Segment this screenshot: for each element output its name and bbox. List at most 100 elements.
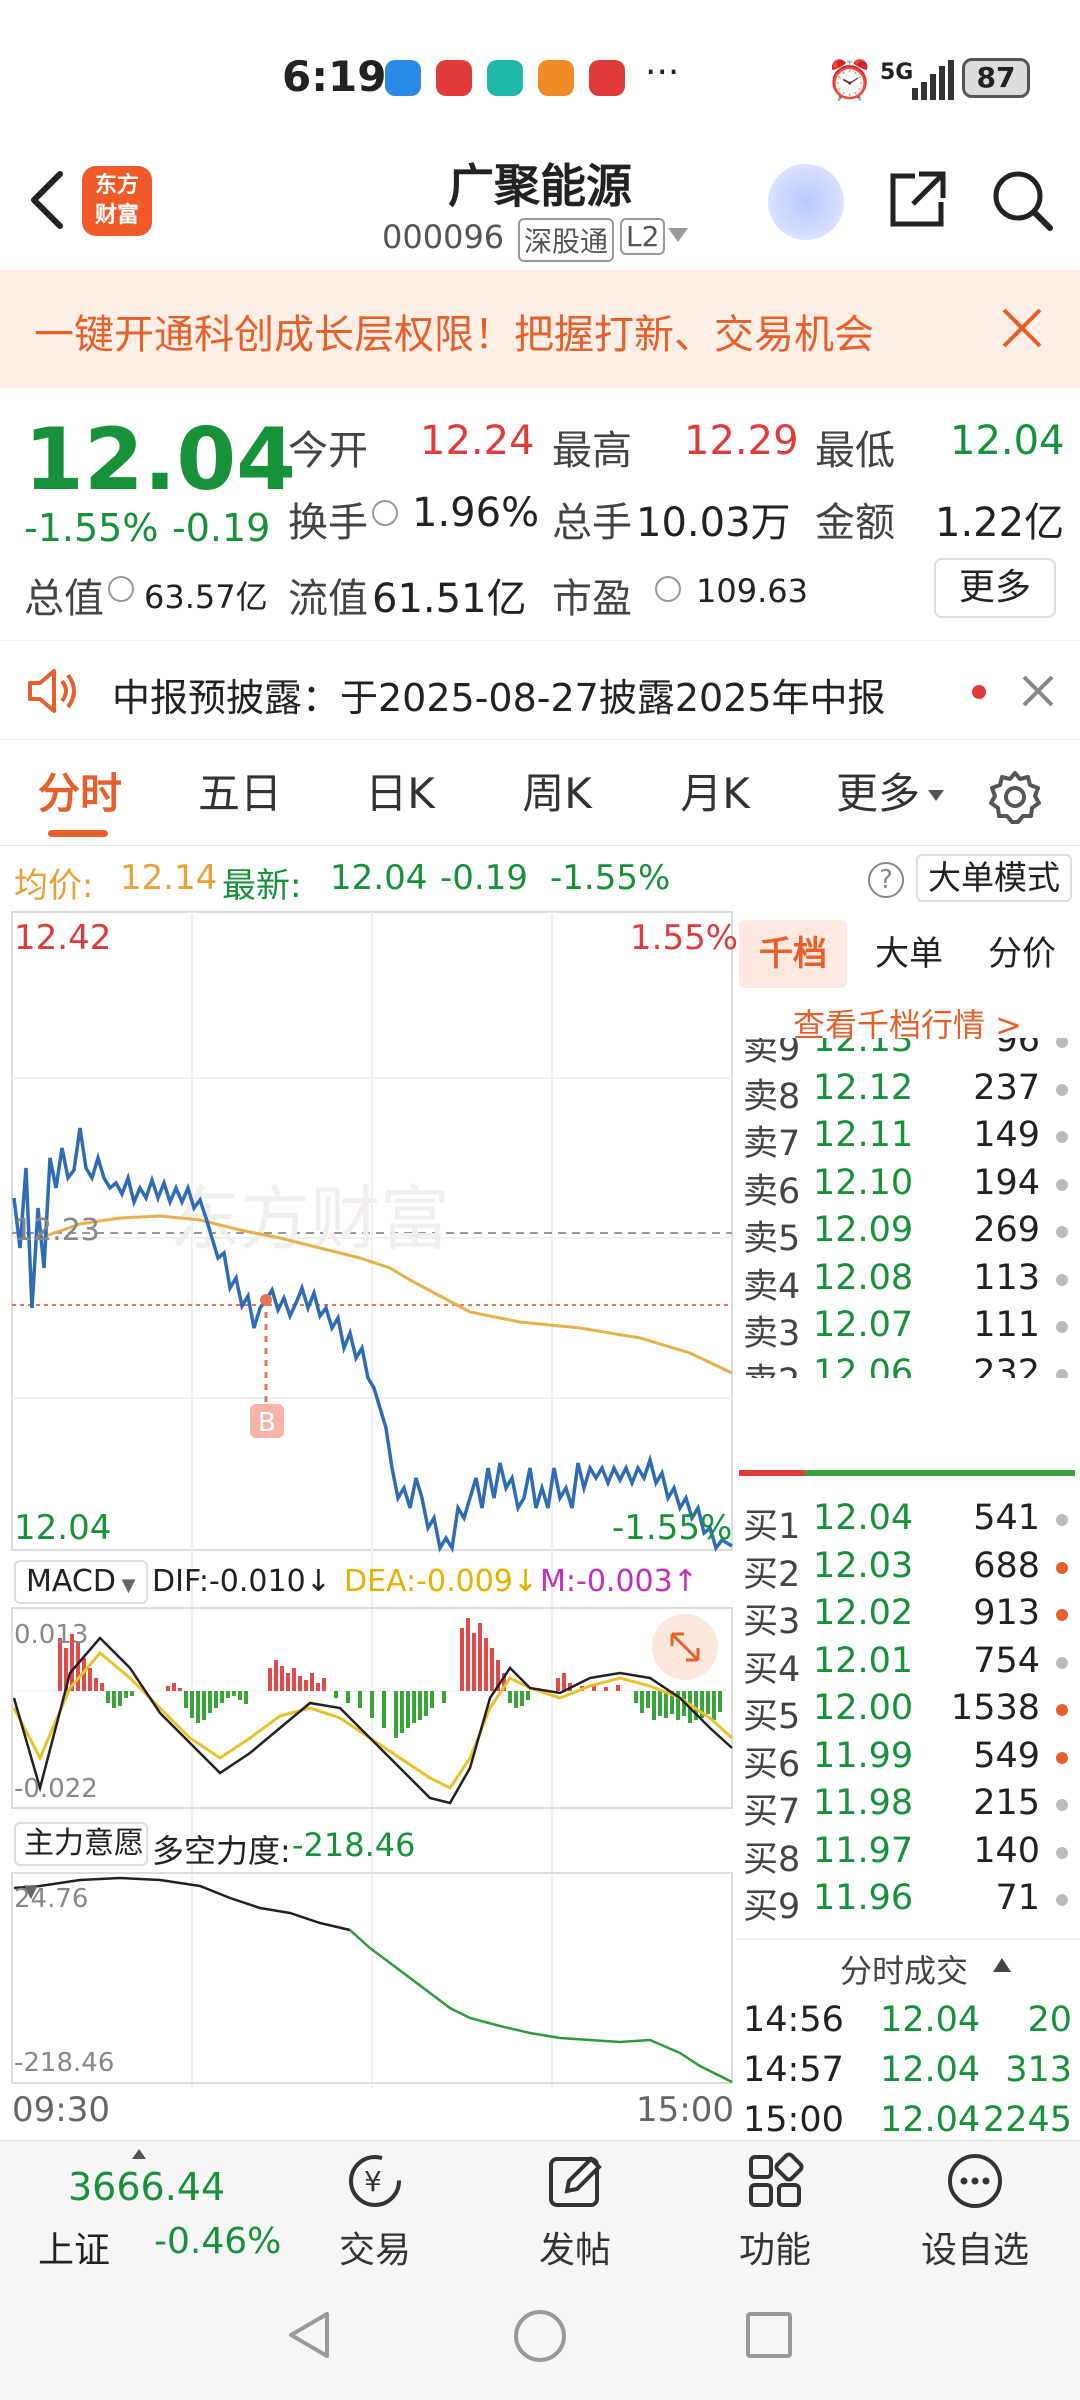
ask-row[interactable]: 卖7 12.11 149 <box>735 1113 1080 1164</box>
ask-row[interactable]: 卖4 12.08 113 <box>735 1256 1080 1307</box>
report-notice[interactable]: 中报预披露：于2025-08-27披露2025年中报 <box>0 640 1080 740</box>
latest-pct: -1.55% <box>550 858 671 898</box>
ai-assistant-icon[interactable] <box>768 164 844 240</box>
price-axis-bottom: 12.04 <box>14 1508 112 1548</box>
share-icon[interactable] <box>885 168 949 232</box>
bid-row[interactable]: 买6 11.99 549 <box>735 1734 1080 1785</box>
bid-volume: 688 <box>973 1545 1040 1586</box>
force-line-late <box>349 1929 733 2084</box>
close-icon[interactable] <box>1000 306 1044 350</box>
bid-price: 11.96 <box>813 1878 914 1918</box>
app-notification-icon <box>436 60 472 96</box>
ask-row[interactable]: 卖2 12.06 232 <box>735 1351 1080 1378</box>
back-nav-icon[interactable] <box>285 2310 335 2360</box>
trade-price: 12.04 <box>880 2000 981 2040</box>
recents-nav-icon[interactable] <box>746 2312 792 2358</box>
tab-five-day[interactable]: 五日 <box>197 769 282 818</box>
more-notifications-icon: ··· <box>645 52 680 93</box>
latest-label: 最新: <box>222 866 302 906</box>
tab-daily-k[interactable]: 日K <box>365 769 435 818</box>
ask-price: 12.12 <box>813 1067 914 1108</box>
info-icon[interactable] <box>108 576 134 602</box>
nav-functions[interactable]: 功能 <box>685 2141 865 2281</box>
turnover-value: 1.96% <box>412 490 540 536</box>
ask-row[interactable]: 卖5 12.09 269 <box>735 1208 1080 1259</box>
depth-detail-link[interactable]: 查看千档行情 > <box>793 1006 1022 1044</box>
ask-row[interactable]: 卖8 12.12 237 <box>735 1066 1080 1117</box>
nav-add-watchlist[interactable]: 设自选 <box>885 2141 1065 2281</box>
index-ticker[interactable]: 3666.44 上证 -0.46% <box>0 2141 300 2281</box>
quote-panel: 12.04 -1.55% -0.19 今开 12.24 最高 12.29 最低 … <box>0 388 1080 638</box>
tab-big-orders[interactable]: 大单 <box>875 934 943 974</box>
mktcap-label: 总值 <box>24 576 104 622</box>
ask-bid-divider-red <box>739 1470 805 1476</box>
tab-monthly-k[interactable]: 月K <box>680 769 750 818</box>
chevron-down-icon[interactable] <box>668 228 688 242</box>
bid-row[interactable]: 买8 11.97 140 <box>735 1829 1080 1880</box>
chevron-down-icon[interactable] <box>928 790 944 801</box>
exchange-tag[interactable]: 深股通 <box>518 218 615 262</box>
intraday-chart-area[interactable]: 东方财富 B 12.42 1.55% 12.23 12.04 <box>0 908 738 2133</box>
bid-level-label: 买6 <box>743 1744 801 1785</box>
volume-dot <box>1056 1178 1068 1191</box>
tab-order-depth[interactable]: 千档 <box>739 920 847 988</box>
bid-price: 11.97 <box>813 1830 914 1871</box>
bid-row[interactable]: 买3 12.02 913 <box>735 1591 1080 1642</box>
volume-dot <box>1056 1273 1068 1286</box>
search-icon[interactable] <box>990 168 1054 232</box>
level2-tag[interactable]: L2 <box>620 218 666 255</box>
bid-price: 12.02 <box>813 1593 914 1633</box>
bid-row[interactable]: 买4 12.01 754 <box>735 1639 1080 1690</box>
info-icon[interactable] <box>372 500 398 526</box>
bid-row[interactable]: 买1 12.04 541 <box>735 1496 1080 1547</box>
time-axis-start: 09:30 <box>12 2090 110 2130</box>
help-icon[interactable]: ? <box>868 862 904 898</box>
nav-post[interactable]: 发帖 <box>485 2141 665 2281</box>
ask-row[interactable]: 卖9 12.13 96 <box>735 1038 1080 1069</box>
home-nav-icon[interactable] <box>514 2310 566 2362</box>
bid-volume: 541 <box>973 1498 1040 1538</box>
unread-dot <box>972 685 986 699</box>
tab-intraday[interactable]: 分时 <box>37 769 122 818</box>
nav-add-watchlist-label: 设自选 <box>920 2230 1029 2271</box>
nav-trade[interactable]: ¥ 交易 <box>285 2141 465 2281</box>
bid-row[interactable]: 买2 12.03 688 <box>735 1544 1080 1595</box>
time-axis-end: 15:00 <box>636 2090 734 2130</box>
more-button[interactable]: 更多 <box>934 558 1056 618</box>
app-notification-icon <box>589 60 625 96</box>
alarm-icon: ⏰ <box>826 58 874 102</box>
volume-dot <box>1056 1609 1068 1621</box>
tab-more[interactable]: 更多 <box>835 769 920 818</box>
pct-axis-bottom: -1.55% <box>612 1508 733 1548</box>
promo-banner[interactable]: 一键开通科创成长层权限！把握打新、交易机会 <box>0 270 1080 388</box>
macd-label: MACD <box>26 1564 116 1599</box>
change-pct: -1.55% <box>24 506 159 550</box>
chevron-up-icon[interactable] <box>993 1958 1011 1972</box>
ask-volume: 111 <box>973 1305 1040 1345</box>
bid-row[interactable]: 买5 12.00 1538 <box>735 1686 1080 1737</box>
expand-icon[interactable] <box>652 1614 718 1680</box>
ask-row[interactable]: 卖3 12.07 111 <box>735 1303 1080 1354</box>
back-icon[interactable] <box>22 170 72 230</box>
settings-icon[interactable] <box>988 770 1042 824</box>
price-axis-top: 12.42 <box>14 918 112 958</box>
last-price: 12.04 <box>24 410 297 510</box>
app-notification-icon <box>385 60 421 96</box>
avg-price-line <box>39 1214 733 1375</box>
ask-row[interactable]: 卖6 12.10 194 <box>735 1161 1080 1212</box>
force-indicator-select[interactable]: 主力意愿 ▼ <box>14 1822 148 1902</box>
bid-row[interactable]: 买9 11.96 71 <box>735 1876 1080 1927</box>
ask-level-label: 卖5 <box>743 1219 801 1259</box>
tab-weekly-k[interactable]: 周K <box>522 769 592 818</box>
info-icon[interactable] <box>655 576 681 602</box>
macd-indicator-select[interactable]: MACD ▼ <box>14 1560 148 1604</box>
volume-dot <box>1056 1561 1068 1574</box>
macd-dif-line <box>12 1636 733 1805</box>
tab-price-distribution[interactable]: 分价 <box>988 934 1056 974</box>
big-order-mode-button[interactable]: 大单模式 <box>916 854 1072 902</box>
chart-tabs: 分时 五日 日K 周K 月K 更多 <box>0 742 1080 846</box>
volume-dot <box>1056 1083 1068 1096</box>
close-icon[interactable] <box>1022 675 1054 707</box>
bid-row[interactable]: 买7 11.98 215 <box>735 1781 1080 1832</box>
bid-price: 12.03 <box>813 1545 914 1586</box>
